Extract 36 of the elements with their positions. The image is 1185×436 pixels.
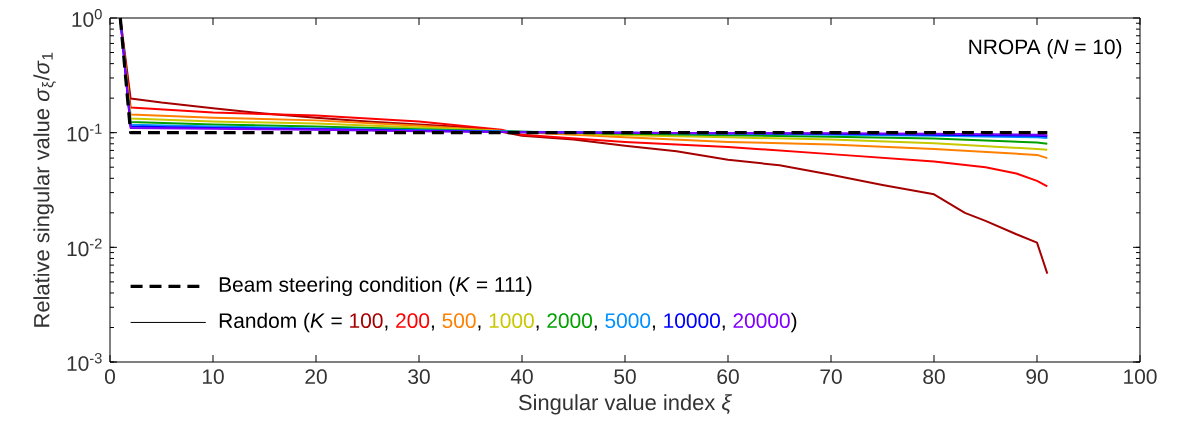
x-tick-label: 60 (717, 369, 739, 384)
text: 500 (442, 313, 476, 329)
x-tick-label: 70 (820, 369, 842, 384)
annotation: , (385, 325, 388, 331)
x-tick-label: 90 (1026, 369, 1048, 384)
text: , (594, 325, 597, 331)
text: , (536, 325, 539, 331)
text: , (722, 325, 725, 331)
annotation: ) (790, 312, 797, 333)
x-tick-label: 100 (1124, 369, 1157, 384)
y-axis-title: Relative singular value σ$_{ξ}$/σ$_{1}$ (33, 52, 56, 327)
text: 5000 (605, 313, 651, 329)
text: 10000 (664, 313, 720, 329)
x-tick-label: 50 (614, 369, 636, 384)
text: 20000 (733, 313, 790, 329)
legend-label: Beam steering condition (K = 111) (219, 276, 532, 297)
text: 200 (396, 313, 430, 329)
annotation: NROPA (N = 10) (969, 38, 1122, 59)
x-tick-label: 80 (923, 369, 945, 384)
y-tick-label: 10$^{0}$ (72, 9, 102, 27)
x-tick-label: 20 (305, 369, 327, 384)
y-tick-label: 10$^{-3}$ (67, 353, 102, 371)
x-tick-label: 0 (104, 369, 115, 384)
text: 1000 (489, 313, 534, 329)
y-tick-label: 10$^{-1}$ (67, 123, 102, 142)
text: , (478, 325, 481, 331)
y-tick-label: 10$^{-2}$ (67, 238, 102, 257)
x-tick-label: 10 (202, 369, 224, 384)
annotation: Random (K = (219, 312, 342, 333)
text: , (431, 325, 434, 331)
text: 100 (350, 313, 383, 329)
text: 2000 (547, 313, 593, 329)
x-tick-label: 40 (510, 369, 533, 384)
x-tick-label: 30 (408, 369, 430, 384)
x-axis-title: Singular value index ξ (518, 394, 733, 415)
text: , (652, 325, 655, 331)
